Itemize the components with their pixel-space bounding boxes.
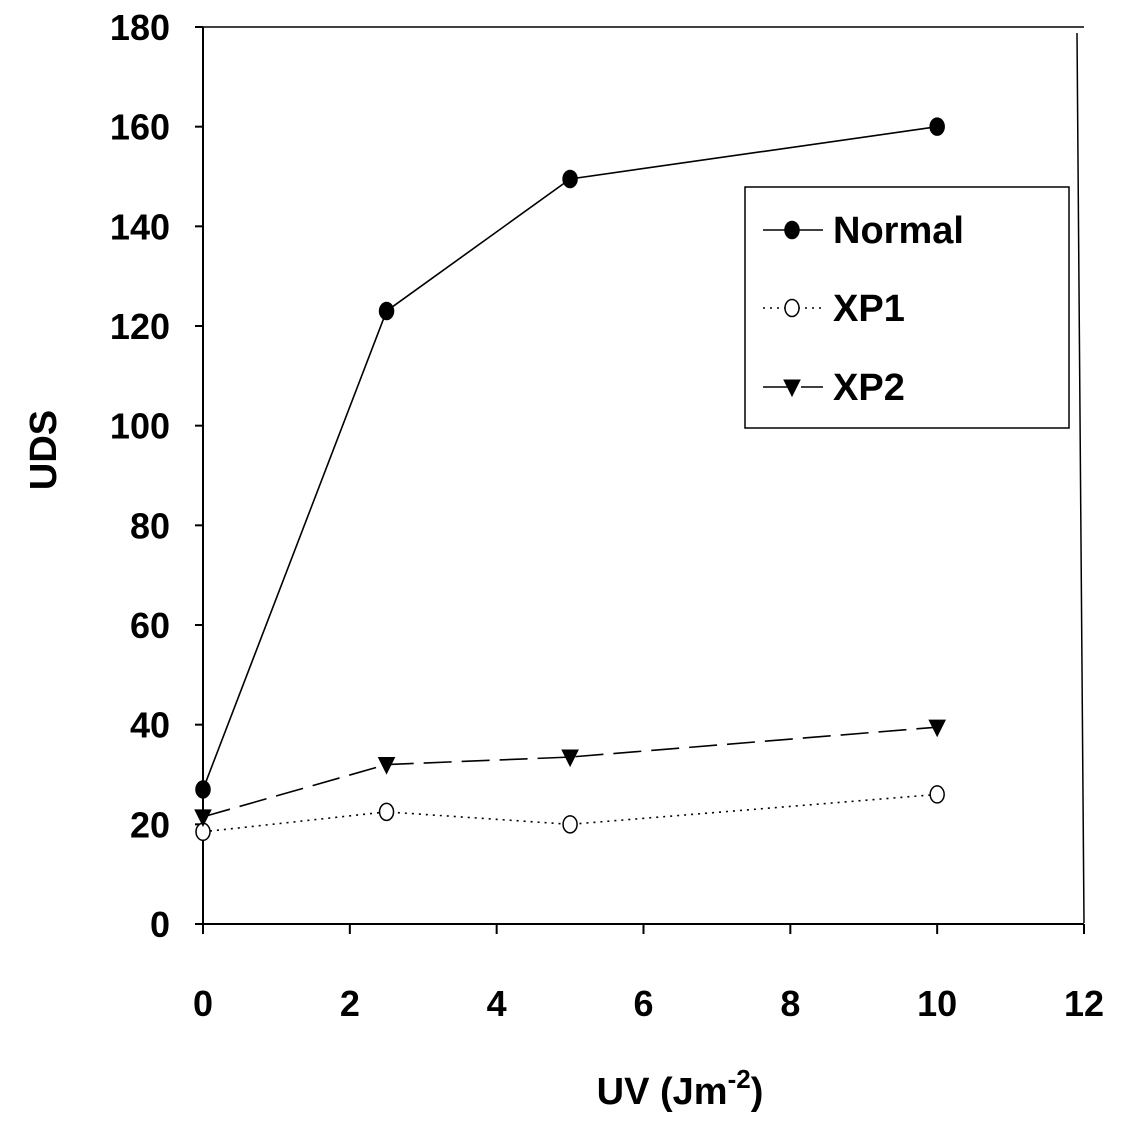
series-layer: [194, 117, 946, 842]
series-xp2-point: [194, 809, 212, 827]
x-tick-label: 4: [487, 983, 507, 1024]
y-tick-label: 40: [130, 705, 170, 746]
series-xp1-line: [202, 793, 938, 833]
x-tick-label: 0: [193, 983, 213, 1024]
legend-marker-xp1: [784, 298, 800, 318]
series-xp1-point: [562, 815, 578, 834]
series-xp2-point: [377, 757, 396, 775]
x-axis-title-main: UV (Jm: [597, 1071, 728, 1113]
x-tick-label: 8: [780, 983, 800, 1024]
y-tick-label: 180: [110, 7, 170, 48]
x-axis-title-end: ): [751, 1071, 764, 1113]
series-normal-point: [378, 301, 395, 321]
y-tick-label: 160: [110, 107, 170, 148]
x-tick-label: 2: [340, 983, 360, 1024]
x-tick-label: 10: [917, 983, 957, 1024]
series-normal-point: [929, 117, 945, 136]
y-tick-label: 120: [110, 306, 170, 347]
series-normal-point: [562, 169, 578, 189]
series-normal-line: [202, 125, 938, 790]
series-normal: [195, 117, 945, 799]
x-axis-title: UV (Jm-2): [597, 1064, 764, 1113]
x-axis-title-superscript: -2: [728, 1064, 751, 1094]
y-tick-label: 100: [110, 406, 170, 447]
y-axis-title: UDS: [23, 410, 65, 490]
x-axis-ticks: 0 2 4 6 8 10 12: [193, 924, 1104, 1024]
series-xp2: [194, 719, 946, 827]
y-tick-label: 0: [150, 904, 170, 945]
series-xp1-point: [378, 802, 395, 822]
y-tick-label: 60: [130, 605, 170, 646]
legend-marker-xp2: [783, 379, 801, 398]
y-tick-label: 140: [110, 206, 170, 247]
x-tick-label: 12: [1064, 983, 1104, 1024]
legend-marker-normal: [784, 220, 800, 240]
frame-right: [1076, 32, 1085, 924]
series-xp2-line: [202, 726, 938, 818]
series-xp2-point: [561, 749, 579, 768]
y-tick-label: 20: [130, 804, 170, 845]
x-tick-label: 6: [633, 983, 653, 1024]
legend-items: Normal XP1 XP2: [763, 210, 964, 409]
series-normal-point: [195, 780, 211, 799]
series-xp1-point: [929, 785, 945, 804]
series-xp1: [195, 785, 945, 842]
y-tick-label: 80: [130, 505, 170, 546]
y-axis-ticks: 0 20 40 60 80 100 120 140 160 180: [110, 7, 203, 945]
legend-label-xp2: XP2: [833, 367, 905, 409]
legend-label-xp1: XP1: [833, 288, 905, 330]
legend: Normal XP1 XP2: [744, 186, 1070, 429]
legend-label-normal: Normal: [833, 210, 964, 252]
series-xp2-point: [928, 719, 946, 738]
